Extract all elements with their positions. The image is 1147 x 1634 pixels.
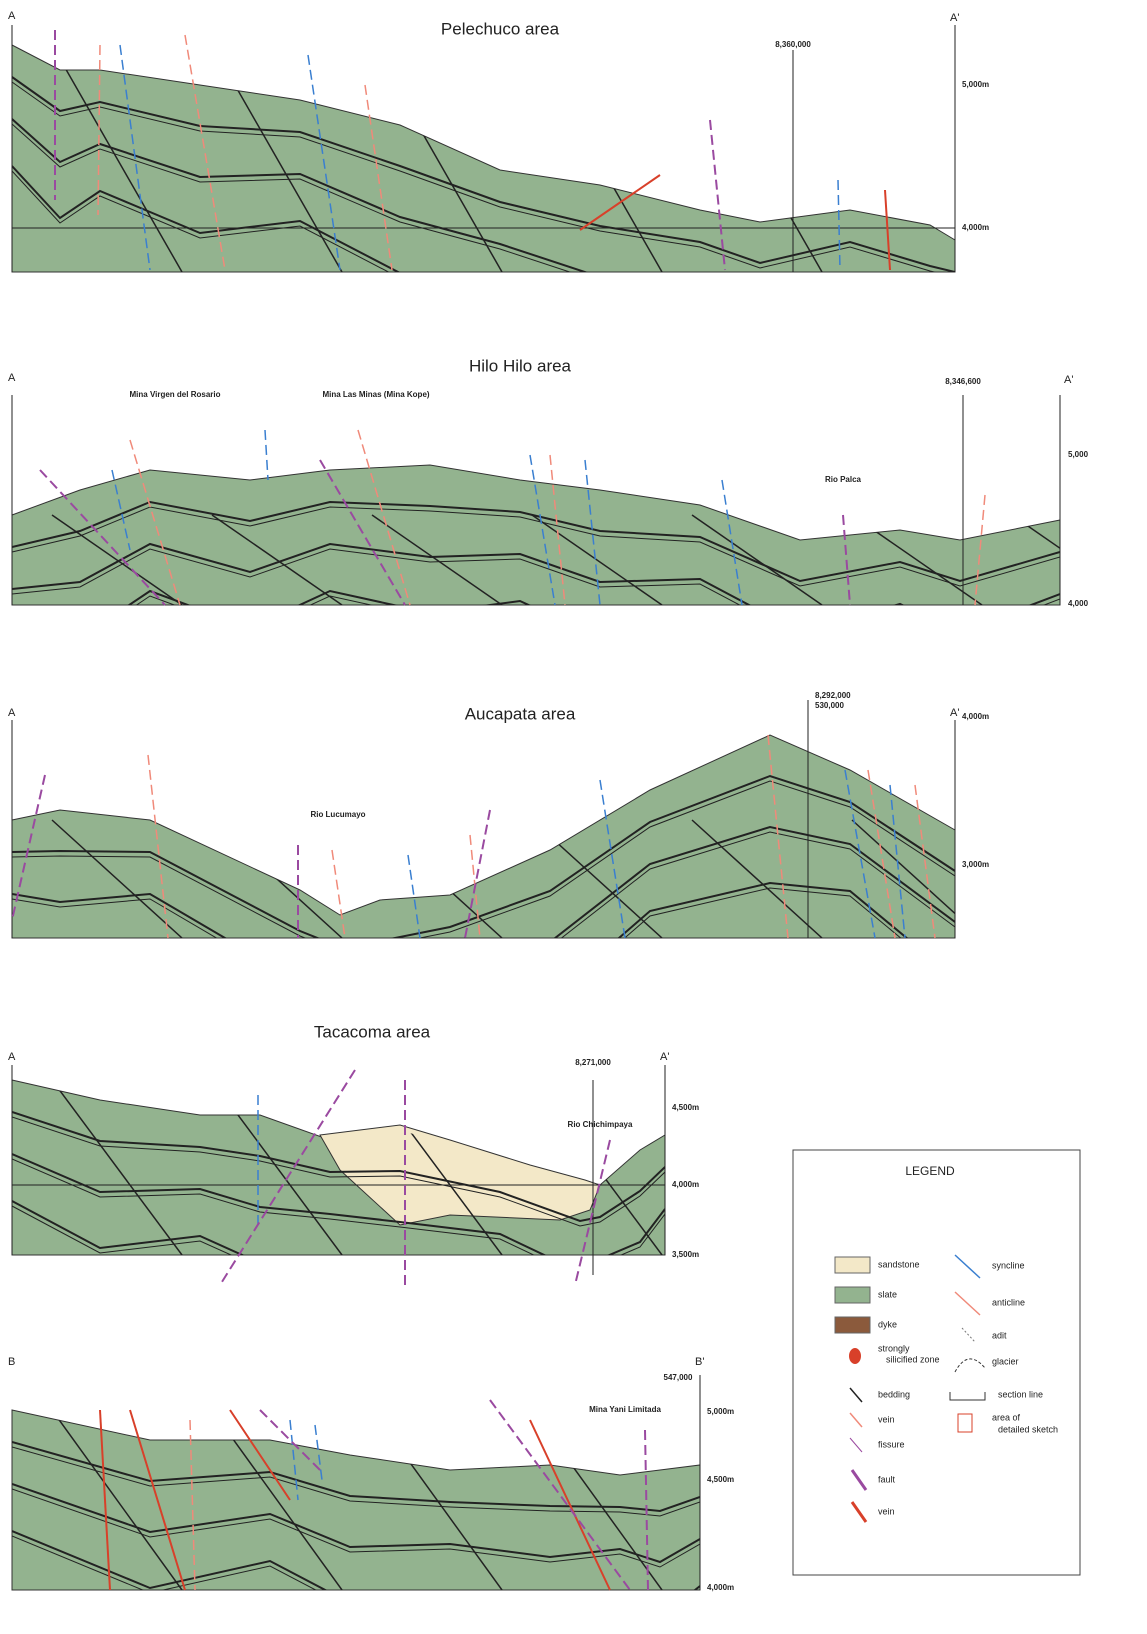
bedding [12,596,1060,693]
elevation: 4,000m [707,1583,734,1592]
coordinate: 8,360,000 [775,40,811,49]
slate [12,45,955,272]
legend-label: fissure [878,1439,905,1449]
legend-label: detailed sketch [998,1424,1058,1434]
bedding [12,591,1060,688]
coordinate: 8,346,600 [945,377,981,386]
legend-label: slate [878,1289,897,1299]
section-start: A [8,10,16,22]
structure-line [265,430,268,480]
elevation: 4,000m [962,712,989,721]
place-label: Rio Chichimpaya [568,1120,633,1129]
elevation: 3,000m [962,860,989,869]
elevation: 4,000 [1068,599,1089,608]
section-start: A [8,707,16,719]
coordinate: 530,000 [815,701,844,710]
legend-symbol [850,1438,862,1452]
place-label: Rio Palca [825,475,862,484]
legend-symbol [958,1414,972,1432]
elevation: 5,000m [962,80,989,89]
section-end: A' [950,12,959,24]
place-label: Mina Las Minas (Mina Kope) [322,390,429,399]
legend-symbol [955,1359,985,1372]
section-start: A [8,1051,16,1063]
legend-label: sandstone [878,1259,920,1269]
legend-label: fault [878,1474,896,1484]
section-drawings [12,25,1142,1623]
legend-symbol [955,1255,980,1278]
elevation: 4,500m [672,1103,699,1112]
place-label: Mina Yani Limitada [589,1405,661,1414]
legend-label: glacier [992,1356,1019,1366]
legend-label: vein [878,1506,895,1516]
legend-label: strongly [878,1343,910,1353]
section-end: A' [950,707,959,719]
bedding [692,1410,822,1590]
legend-symbol [955,1292,980,1315]
section-title: Hilo Hilo area [469,356,572,375]
legend-symbol [850,1388,862,1402]
legend-label: area of [992,1412,1021,1422]
legend-symbol [852,1502,866,1522]
place-label: Mina Virgen del Rosario [130,390,221,399]
legend-label: anticline [992,1297,1025,1307]
legend-swatch [835,1257,870,1273]
legend-swatch [835,1287,870,1303]
legend-label: syncline [992,1260,1025,1270]
legend-swatch [849,1348,861,1364]
legend-label: vein [878,1414,895,1424]
coordinate: 8,271,000 [575,1058,611,1067]
slate [12,465,1060,605]
section-end: B' [695,1356,704,1368]
section-start: B [8,1356,15,1368]
section-title: Pelechuco area [441,19,560,38]
legend-symbol [852,1470,866,1490]
section-end: A' [660,1051,669,1063]
legend-symbol [950,1392,985,1400]
elevation: 5,000 [1068,450,1089,459]
legend-symbol [962,1328,975,1342]
coordinate: 547,000 [664,1373,693,1382]
legend-title: LEGEND [905,1164,955,1178]
elevation: 5,000m [707,1407,734,1416]
section-title: Aucapata area [465,704,576,723]
section-start: A [8,372,16,384]
elevation: 3,500m [672,1250,699,1259]
legend-label: bedding [878,1389,910,1399]
legend-label: dyke [878,1319,897,1329]
elevation: 4,000m [962,223,989,232]
section-end: A' [1064,374,1073,386]
coordinate: 8,292,000 [815,691,851,700]
section-title: Tacacoma area [314,1022,431,1041]
elevation: 4,000m [672,1180,699,1189]
legend-symbol [850,1413,862,1427]
geological-sections: Pelechuco area A A' 8,360,000 5,000m 4,0… [0,0,1147,1634]
place-label: Rio Lucumayo [310,810,365,819]
legend-label: silicified zone [886,1354,940,1364]
elevation: 4,500m [707,1475,734,1484]
legend-label: section line [998,1389,1043,1399]
legend-swatch [835,1317,870,1333]
legend-label: adit [992,1330,1007,1340]
